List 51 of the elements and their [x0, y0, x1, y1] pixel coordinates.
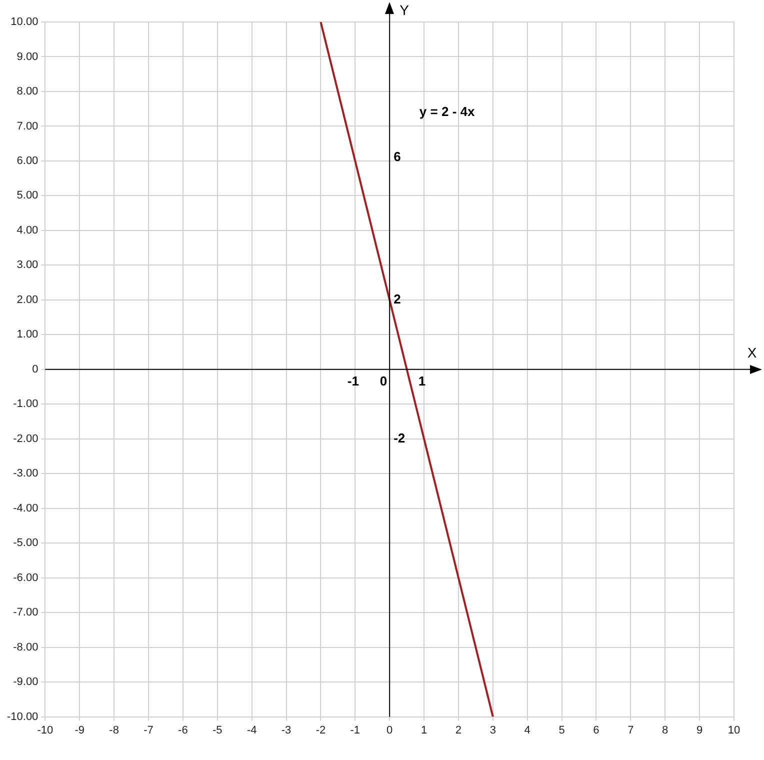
x-tick-label: 5: [558, 724, 565, 736]
x-tick-label: -8: [109, 724, 119, 736]
x-tick-label: 7: [628, 724, 634, 736]
x-tick-label: 3: [490, 724, 496, 736]
y-tick-label: -10.00: [6, 710, 38, 723]
x-tick-label: 4: [524, 724, 530, 736]
y-tick-label: 7.00: [16, 120, 38, 132]
x-tick-label: -9: [74, 724, 85, 736]
x-tick-label: 6: [593, 724, 600, 736]
x-tick-label: -6: [178, 724, 188, 736]
x-tick-label: -4: [246, 724, 257, 736]
x-tick-label: -10: [37, 724, 54, 736]
y-axis-title: Y: [400, 2, 410, 18]
y-tick-label: 9.00: [16, 50, 38, 63]
y-tick-label: 6.00: [16, 154, 38, 167]
x-tick-label: 0: [386, 724, 393, 736]
y-tick-label: -5.00: [13, 537, 38, 550]
x-tick-label: -2: [316, 724, 326, 736]
y-tick-label: 4.00: [16, 224, 38, 236]
annotation: 6: [394, 149, 401, 164]
y-tick-label: -2.00: [13, 432, 38, 445]
x-axis-title: X: [747, 344, 758, 360]
annotation: 2: [394, 292, 401, 306]
x-tick-label: 2: [455, 724, 462, 736]
y-tick-label: -3.00: [13, 468, 38, 480]
y-tick-label: 10.00: [10, 16, 38, 28]
y-tick-label: 1.00: [16, 328, 38, 341]
x-tick-label: 1: [420, 724, 428, 736]
annotation: 1: [418, 373, 426, 388]
x-tick-label: -7: [144, 724, 154, 736]
y-tick-label: 0: [32, 363, 38, 376]
x-tick-label: -1: [350, 724, 360, 736]
x-tick-label: 8: [662, 724, 668, 736]
y-tick-label: -8.00: [13, 641, 38, 654]
y-tick-label: 5.00: [16, 190, 38, 202]
annotation: -2: [394, 430, 406, 446]
x-tick-label: 9: [696, 724, 703, 736]
y-tick-label: 8.00: [16, 86, 38, 98]
y-tick-label: -9.00: [13, 676, 38, 688]
x-tick-label: -3: [281, 724, 292, 736]
annotation: -1: [347, 373, 359, 388]
y-tick-label: -1.00: [13, 398, 38, 410]
x-tick-label: -5: [212, 724, 222, 736]
y-tick-label: 3.00: [16, 259, 38, 272]
y-tick-label: -6.00: [13, 572, 38, 584]
annotation: 0: [380, 373, 388, 388]
x-tick-label: 10: [728, 724, 740, 736]
y-tick-label: -7.00: [13, 606, 38, 619]
annotation: y = 2 - 4x: [419, 104, 476, 119]
y-tick-label: -4.00: [13, 502, 38, 514]
y-tick-label: 2.00: [16, 294, 38, 306]
